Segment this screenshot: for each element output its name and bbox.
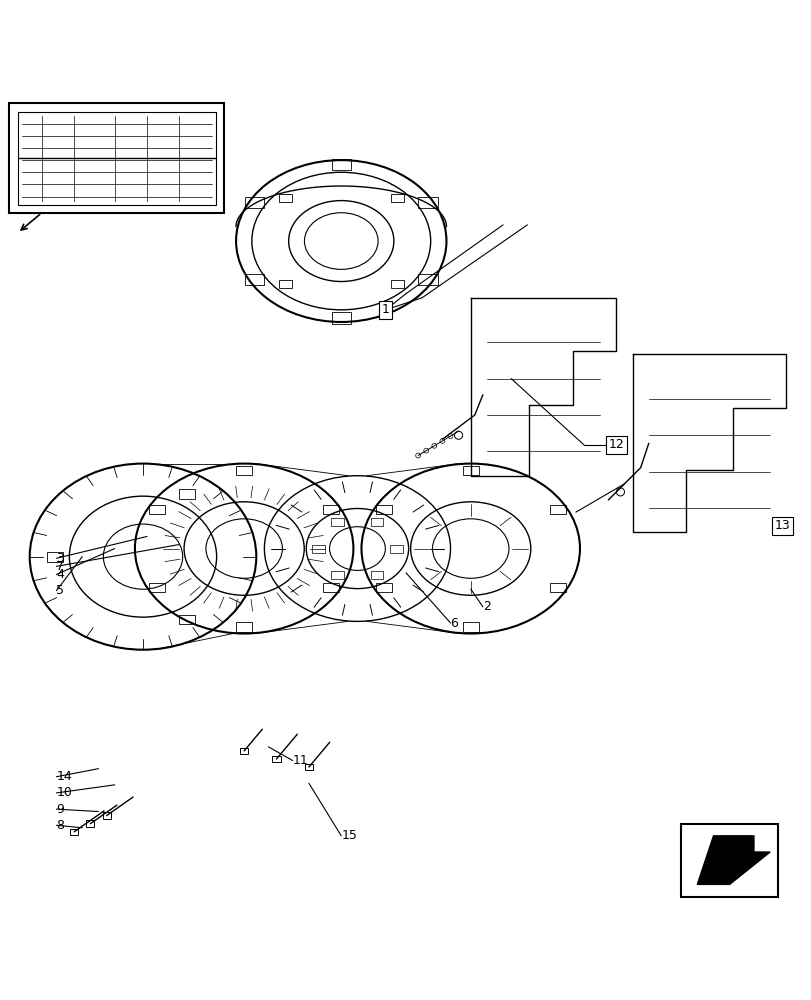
Text: 13: 13 [774, 519, 789, 532]
Bar [680, 824, 777, 897]
Bar [418, 274, 437, 285]
Bar [331, 571, 344, 579]
Text: 9: 9 [56, 803, 64, 816]
Text: 4: 4 [56, 568, 64, 581]
Bar [323, 583, 339, 592]
Bar [462, 622, 478, 632]
Bar [375, 505, 391, 514]
Bar [390, 194, 403, 202]
Text: 7: 7 [56, 560, 64, 573]
Bar [370, 518, 383, 526]
Bar [375, 583, 391, 592]
Bar [102, 812, 110, 819]
Bar [304, 764, 312, 770]
Bar [236, 622, 252, 632]
Text: 15: 15 [341, 829, 357, 842]
Text: 12: 12 [607, 438, 624, 451]
Bar [240, 748, 248, 754]
Bar [418, 197, 437, 208]
Bar [179, 489, 195, 499]
Bar [86, 820, 94, 827]
Bar [149, 583, 165, 592]
Bar [323, 505, 339, 514]
Bar [389, 545, 402, 553]
Text: 8: 8 [56, 819, 64, 832]
Bar [272, 756, 281, 762]
Bar [279, 280, 292, 288]
Bar [311, 545, 324, 553]
Bar [370, 571, 383, 579]
Text: 1: 1 [381, 303, 389, 316]
Bar [10, 103, 224, 213]
Bar [179, 615, 195, 624]
Text: 10: 10 [56, 786, 72, 799]
Bar [390, 280, 403, 288]
Bar [245, 274, 264, 285]
Bar [331, 518, 344, 526]
Text: 3: 3 [56, 552, 64, 565]
Bar [279, 194, 292, 202]
Bar [549, 505, 565, 514]
Bar [462, 466, 478, 475]
Text: 11: 11 [292, 754, 308, 767]
Bar [149, 505, 165, 514]
Bar [245, 197, 264, 208]
Bar [331, 312, 350, 324]
Polygon shape [697, 836, 769, 884]
Bar [18, 112, 216, 205]
Text: 6: 6 [450, 617, 458, 630]
Bar [70, 829, 78, 835]
Text: 14: 14 [56, 770, 72, 783]
Text: 5: 5 [56, 584, 64, 597]
Bar [46, 552, 62, 562]
Text: 2: 2 [483, 600, 490, 613]
Bar [331, 159, 350, 170]
Bar [549, 583, 565, 592]
Bar [236, 466, 252, 475]
